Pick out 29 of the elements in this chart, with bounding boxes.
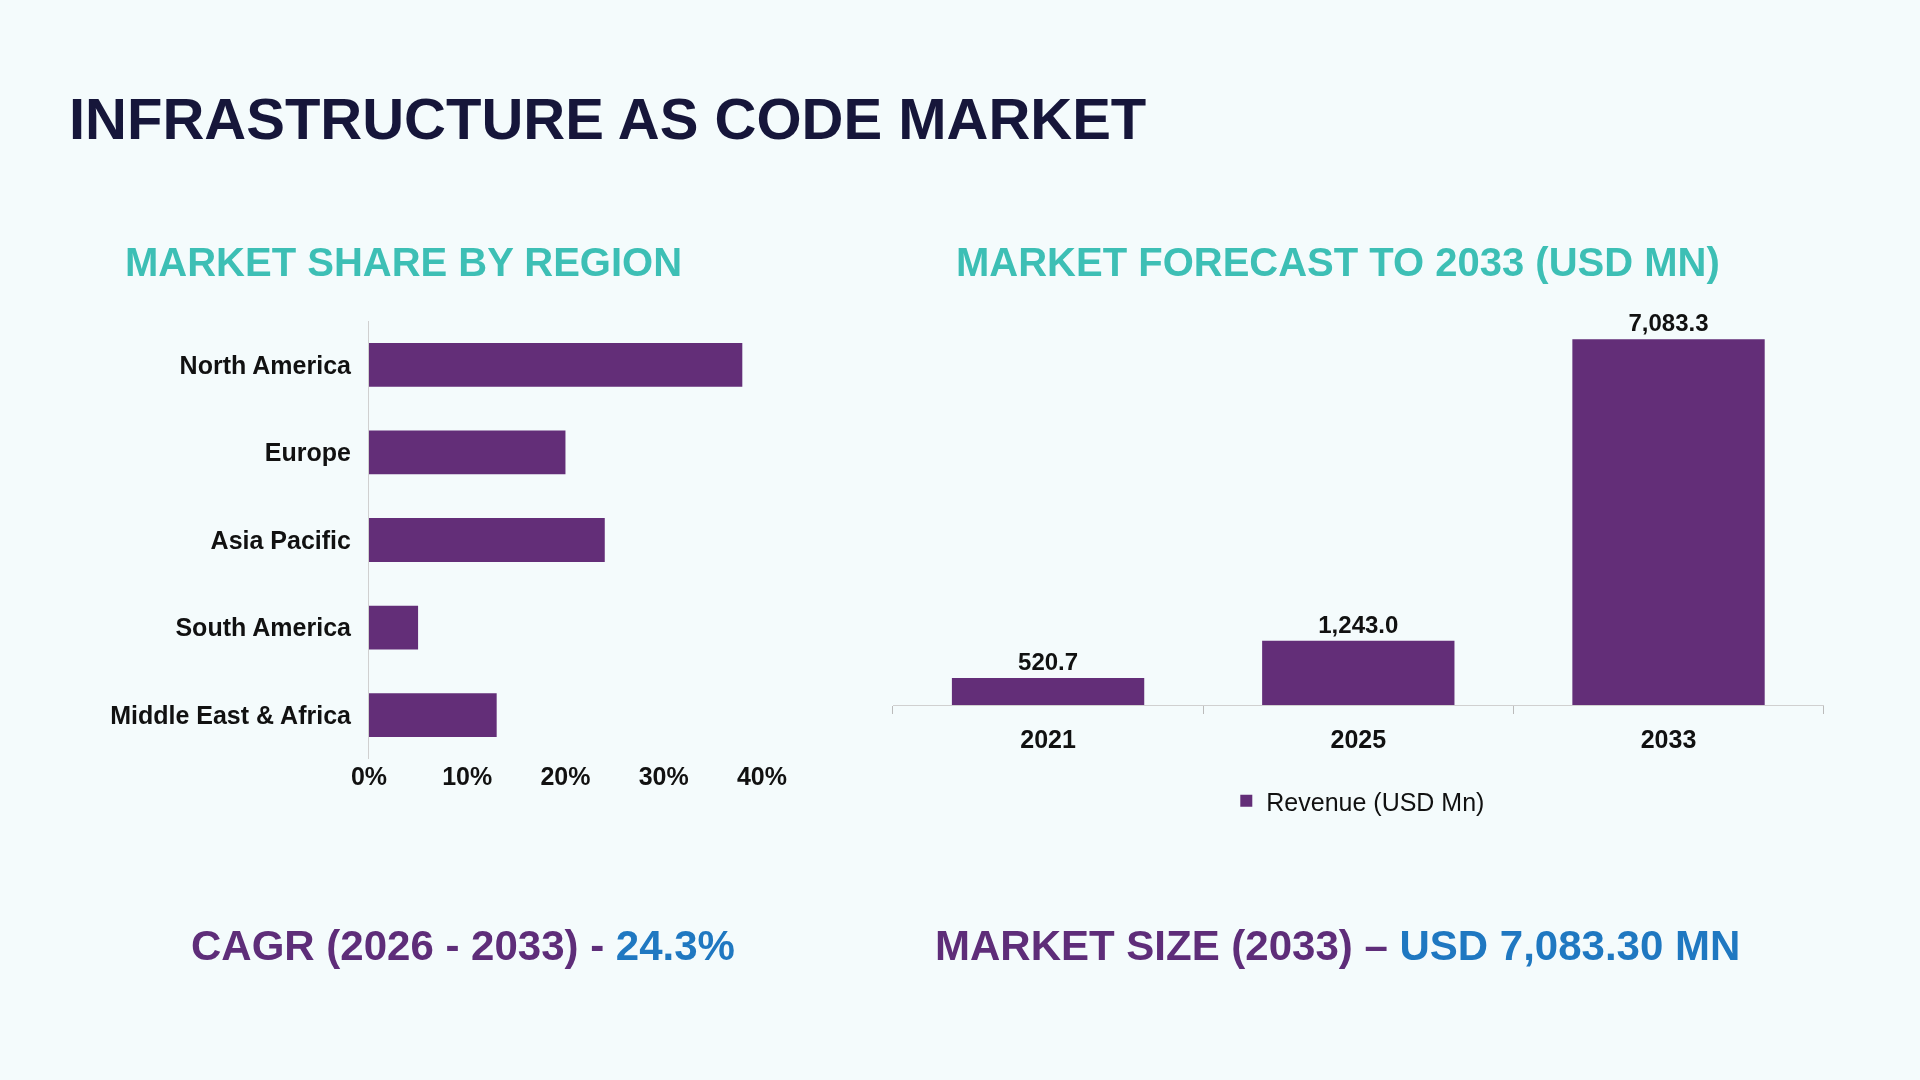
x-tick-label: 0%	[350, 762, 388, 790]
bar	[368, 518, 605, 562]
x-tick-label: 10%	[442, 762, 493, 790]
x-tick-label: 20%	[540, 762, 591, 790]
bar	[368, 342, 743, 387]
x-tick-label: 30%	[638, 762, 689, 790]
text: INFRASTRUCTURE AS CODE MARKET	[69, 86, 1147, 151]
y-tick-label: North America	[179, 350, 353, 379]
y-tick-label: Europe	[264, 438, 352, 467]
x-tick-label: 2021	[1020, 725, 1076, 753]
y-tick-label: South America	[175, 613, 353, 642]
text: MARKET SIZE (2033) –	[935, 922, 1388, 969]
bar	[368, 693, 497, 738]
data-label: 520.7	[1018, 648, 1079, 676]
text: USD 7,083.30 MN	[1399, 922, 1741, 969]
y-tick-label: Middle East & Africa	[110, 700, 353, 729]
x-tick-label: 2033	[1640, 725, 1697, 753]
chart-title: MARKET FORECAST TO 2033 (USD MN)	[956, 240, 1720, 284]
x-tick-label: 40%	[736, 762, 787, 790]
legend-label: Revenue (USD Mn)	[1266, 787, 1485, 816]
bar	[368, 430, 566, 475]
text: CAGR (2026 - 2033) -	[191, 922, 605, 969]
x-tick-label: 2025	[1330, 725, 1387, 753]
y-tick-label: Asia Pacific	[210, 525, 352, 554]
data-label: 1,243.0	[1318, 610, 1399, 638]
data-label: 7,083.3	[1628, 309, 1709, 337]
chart-title: MARKET SHARE BY REGION	[125, 240, 683, 284]
bar	[368, 605, 419, 650]
text: 24.3%	[615, 922, 735, 969]
